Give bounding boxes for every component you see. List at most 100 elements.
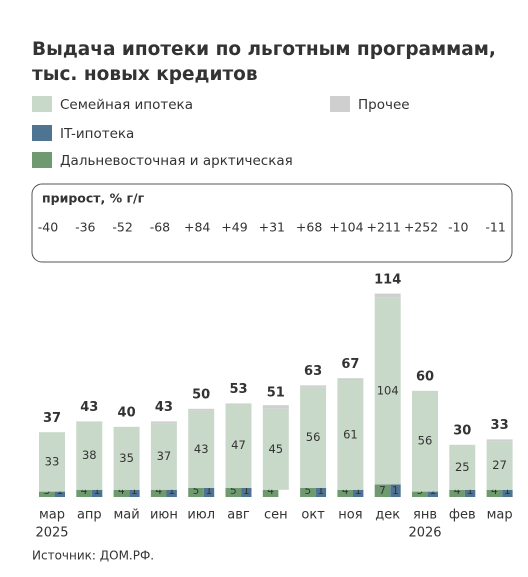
- segment-label: 4: [155, 485, 162, 497]
- year-label: 2025: [35, 526, 68, 541]
- bar-segment: [300, 387, 327, 488]
- segment-label: 4: [342, 485, 349, 497]
- total-label: 50: [192, 388, 210, 403]
- segment-label: 1: [392, 485, 399, 497]
- segment-label: 5: [193, 485, 200, 497]
- bar-segment: [502, 489, 513, 497]
- bar-segment: [54, 491, 65, 497]
- bar-segment: [150, 423, 177, 490]
- growth-label: +68: [296, 220, 322, 235]
- segment-label: 1: [131, 485, 138, 497]
- total-label: 40: [118, 406, 136, 421]
- growth-label: -52: [112, 220, 132, 235]
- segment-label: 47: [231, 438, 246, 452]
- bar-segment: [262, 408, 289, 490]
- x-tick-label: окт: [301, 508, 325, 523]
- total-label: 63: [304, 364, 322, 379]
- segment-label: 104: [377, 383, 399, 397]
- segment-label: 35: [119, 451, 134, 465]
- bar-segment: [374, 293, 401, 298]
- growth-label: -36: [75, 220, 95, 235]
- x-tick-label: мар: [487, 508, 513, 523]
- segment-label: 56: [306, 430, 321, 444]
- growth-label: -68: [150, 220, 170, 235]
- bar-segment: [91, 489, 103, 497]
- bar-segment: [166, 489, 177, 497]
- total-label: 43: [80, 400, 98, 415]
- bar-segment: [412, 390, 438, 492]
- segment-label: 7: [379, 485, 386, 497]
- bar-segment: [39, 491, 55, 497]
- bar-segment: [486, 439, 513, 442]
- chart-title: Выдача ипотеки по льготным программам, ты…: [32, 39, 496, 85]
- growth-label: -10: [448, 220, 468, 235]
- growth-label: +104: [329, 220, 363, 235]
- growth-box: [31, 183, 513, 263]
- legend-swatch: [32, 152, 52, 168]
- bar-segment: [464, 489, 476, 497]
- segment-label: 37: [157, 449, 172, 463]
- legend-label: Дальневосточная и арктическая: [60, 153, 293, 169]
- growth-label: +84: [184, 220, 210, 235]
- total-label: 114: [374, 272, 401, 287]
- bar-segment: [337, 378, 364, 380]
- bar-segment: [390, 484, 401, 497]
- segment-label: 56: [418, 434, 433, 448]
- bar-segment: [39, 432, 65, 492]
- segment-label: 1: [467, 485, 474, 497]
- x-tick-label: май: [113, 508, 139, 523]
- total-label: 33: [491, 418, 509, 433]
- x-tick-label: мар: [39, 508, 65, 523]
- bar-segment: [150, 489, 167, 497]
- segment-label: 45: [268, 442, 283, 456]
- bar-segment: [353, 489, 364, 497]
- segment-label: 33: [45, 454, 60, 468]
- growth-label: -11: [485, 220, 505, 235]
- segment-label: 61: [343, 427, 358, 441]
- bar-segment: [225, 403, 252, 488]
- bar-segment: [76, 421, 103, 490]
- bar-segment: [300, 488, 316, 497]
- segment-label: 4: [267, 485, 274, 497]
- segment-label: 5: [230, 485, 237, 497]
- legend-label: Семейная ипотека: [60, 97, 193, 113]
- total-label: 30: [453, 424, 471, 439]
- bar-segment: [262, 489, 279, 497]
- bar-segment: [412, 491, 428, 497]
- bar-segment: [337, 380, 364, 490]
- growth-label: +49: [221, 220, 247, 235]
- growth-label: +211: [367, 220, 401, 235]
- year-label: 2026: [408, 526, 441, 541]
- growth-title: прирост, % г/г: [42, 191, 145, 206]
- segment-label: 38: [82, 448, 97, 462]
- segment-label: 1: [243, 485, 250, 497]
- growth-label: +31: [259, 220, 285, 235]
- segment-label: 5: [305, 485, 312, 497]
- growth-label: -40: [38, 220, 58, 235]
- x-tick-label: апр: [77, 508, 102, 523]
- bar-segment: [188, 408, 215, 411]
- bar-segment: [374, 297, 401, 485]
- x-tick-label: янв: [413, 508, 437, 523]
- segment-label: 1: [94, 485, 101, 497]
- legend-swatch: [330, 96, 350, 112]
- total-label: 60: [416, 370, 434, 385]
- bar-segment: [486, 441, 513, 490]
- segment-label: 25: [455, 460, 470, 474]
- bar-segment: [241, 488, 252, 497]
- segment-label: 27: [492, 458, 507, 472]
- x-tick-label: дек: [375, 508, 400, 523]
- total-label: 53: [229, 382, 247, 397]
- segment-label: 4: [454, 485, 461, 497]
- source: Источник: ДОМ.РФ.: [32, 549, 154, 563]
- total-label: 67: [341, 357, 359, 372]
- bar-segment: [150, 421, 177, 424]
- growth-label: +252: [404, 220, 438, 235]
- total-label: 51: [267, 386, 285, 401]
- bar-segment: [262, 405, 289, 409]
- bar-segment: [337, 489, 353, 497]
- bar-segment: [374, 484, 391, 497]
- bar-segment: [188, 488, 204, 497]
- legend-label: IT-ипотека: [60, 126, 134, 142]
- x-tick-label: сен: [264, 508, 288, 523]
